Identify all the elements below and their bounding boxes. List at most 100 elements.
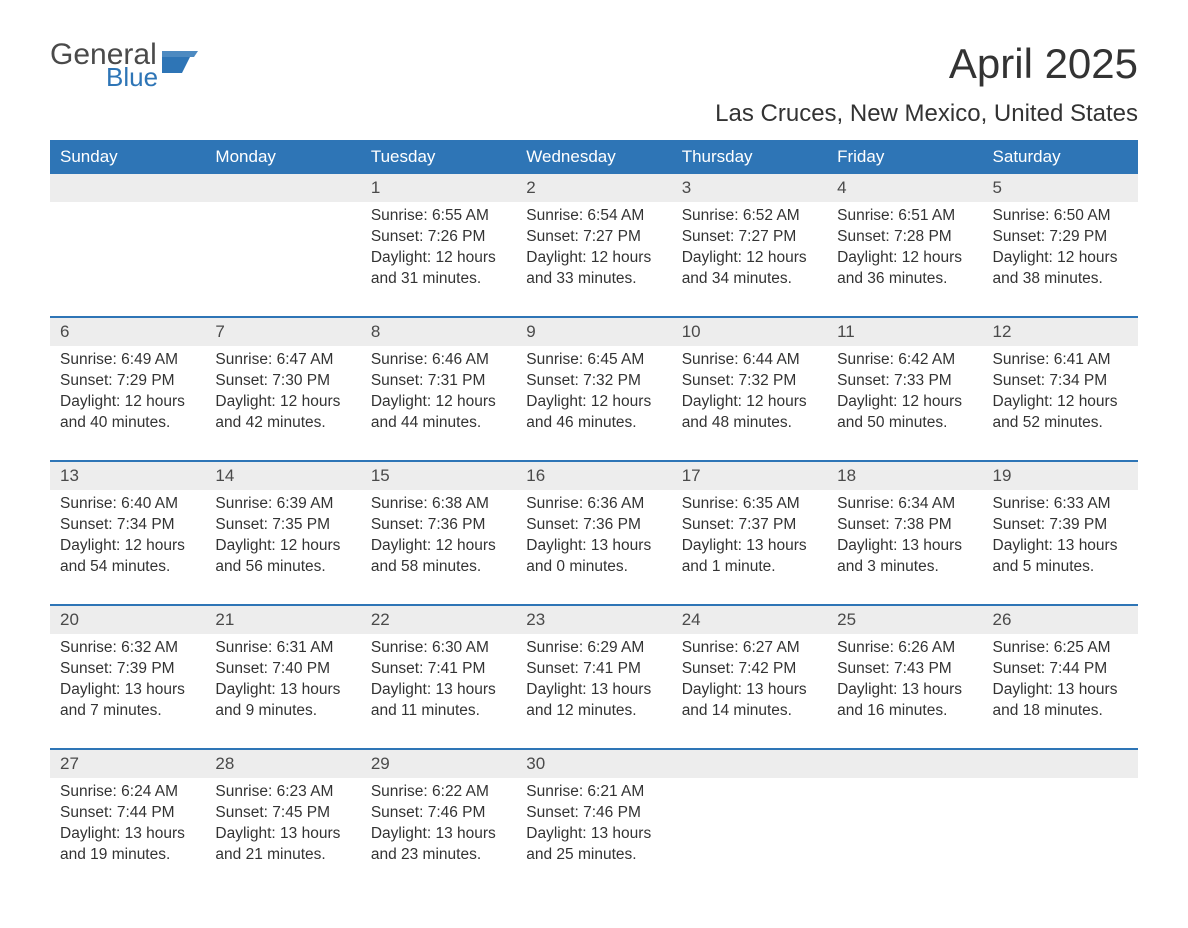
- day-cell: Sunrise: 6:46 AMSunset: 7:31 PMDaylight:…: [361, 346, 516, 446]
- weekday-header: Saturday: [983, 140, 1138, 174]
- day-cell: Sunrise: 6:24 AMSunset: 7:44 PMDaylight:…: [50, 778, 205, 878]
- weekday-header: Thursday: [672, 140, 827, 174]
- day-cell: Sunrise: 6:50 AMSunset: 7:29 PMDaylight:…: [983, 202, 1138, 302]
- day-sunset: Sunset: 7:37 PM: [682, 515, 817, 536]
- weekday-header: Sunday: [50, 140, 205, 174]
- day-cell: Sunrise: 6:51 AMSunset: 7:28 PMDaylight:…: [827, 202, 982, 302]
- day-number: 15: [361, 462, 516, 490]
- day-number: [672, 750, 827, 778]
- day-daylight2: and 7 minutes.: [60, 701, 195, 722]
- day-number: 20: [50, 606, 205, 634]
- day-daylight1: Daylight: 13 hours: [837, 536, 972, 557]
- day-cell: Sunrise: 6:39 AMSunset: 7:35 PMDaylight:…: [205, 490, 360, 590]
- day-daylight2: and 42 minutes.: [215, 413, 350, 434]
- daybody-row: Sunrise: 6:49 AMSunset: 7:29 PMDaylight:…: [50, 346, 1138, 446]
- calendar-page: General Blue April 2025 Las Cruces, New …: [0, 0, 1188, 928]
- day-daylight2: and 36 minutes.: [837, 269, 972, 290]
- day-cell: Sunrise: 6:36 AMSunset: 7:36 PMDaylight:…: [516, 490, 671, 590]
- day-sunrise: Sunrise: 6:23 AM: [215, 782, 350, 803]
- day-daylight1: Daylight: 12 hours: [215, 536, 350, 557]
- day-sunrise: Sunrise: 6:30 AM: [371, 638, 506, 659]
- day-number: 5: [983, 174, 1138, 202]
- daybody-row: Sunrise: 6:32 AMSunset: 7:39 PMDaylight:…: [50, 634, 1138, 734]
- day-number: 9: [516, 318, 671, 346]
- day-sunset: Sunset: 7:33 PM: [837, 371, 972, 392]
- day-sunset: Sunset: 7:29 PM: [993, 227, 1128, 248]
- day-sunset: Sunset: 7:36 PM: [526, 515, 661, 536]
- day-sunrise: Sunrise: 6:39 AM: [215, 494, 350, 515]
- day-sunset: Sunset: 7:41 PM: [371, 659, 506, 680]
- day-daylight1: Daylight: 13 hours: [682, 680, 817, 701]
- day-sunset: Sunset: 7:34 PM: [60, 515, 195, 536]
- day-daylight2: and 23 minutes.: [371, 845, 506, 866]
- day-sunrise: Sunrise: 6:35 AM: [682, 494, 817, 515]
- day-daylight1: Daylight: 12 hours: [526, 392, 661, 413]
- day-daylight2: and 44 minutes.: [371, 413, 506, 434]
- day-daylight1: Daylight: 12 hours: [60, 536, 195, 557]
- day-sunset: Sunset: 7:39 PM: [993, 515, 1128, 536]
- day-cell: Sunrise: 6:22 AMSunset: 7:46 PMDaylight:…: [361, 778, 516, 878]
- day-daylight2: and 50 minutes.: [837, 413, 972, 434]
- day-daylight1: Daylight: 13 hours: [526, 536, 661, 557]
- daynum-row: 6789101112: [50, 318, 1138, 346]
- day-number: 19: [983, 462, 1138, 490]
- day-sunrise: Sunrise: 6:52 AM: [682, 206, 817, 227]
- day-sunrise: Sunrise: 6:55 AM: [371, 206, 506, 227]
- day-daylight1: Daylight: 12 hours: [215, 392, 350, 413]
- day-daylight2: and 52 minutes.: [993, 413, 1128, 434]
- daynum-row: 27282930: [50, 750, 1138, 778]
- day-sunset: Sunset: 7:31 PM: [371, 371, 506, 392]
- day-cell: Sunrise: 6:25 AMSunset: 7:44 PMDaylight:…: [983, 634, 1138, 734]
- location-subtitle: Las Cruces, New Mexico, United States: [715, 100, 1138, 128]
- day-sunrise: Sunrise: 6:24 AM: [60, 782, 195, 803]
- day-daylight1: Daylight: 12 hours: [993, 392, 1128, 413]
- day-sunset: Sunset: 7:26 PM: [371, 227, 506, 248]
- day-sunrise: Sunrise: 6:34 AM: [837, 494, 972, 515]
- day-daylight1: Daylight: 13 hours: [682, 536, 817, 557]
- day-daylight1: Daylight: 13 hours: [837, 680, 972, 701]
- day-daylight2: and 38 minutes.: [993, 269, 1128, 290]
- day-daylight1: Daylight: 12 hours: [371, 392, 506, 413]
- day-cell: Sunrise: 6:33 AMSunset: 7:39 PMDaylight:…: [983, 490, 1138, 590]
- day-daylight2: and 9 minutes.: [215, 701, 350, 722]
- day-sunrise: Sunrise: 6:38 AM: [371, 494, 506, 515]
- day-number: 4: [827, 174, 982, 202]
- day-number: 16: [516, 462, 671, 490]
- day-daylight2: and 18 minutes.: [993, 701, 1128, 722]
- day-sunrise: Sunrise: 6:33 AM: [993, 494, 1128, 515]
- weekday-header-row: SundayMondayTuesdayWednesdayThursdayFrid…: [50, 140, 1138, 174]
- brand-text: General Blue: [50, 40, 158, 90]
- day-daylight2: and 48 minutes.: [682, 413, 817, 434]
- day-cell: Sunrise: 6:21 AMSunset: 7:46 PMDaylight:…: [516, 778, 671, 878]
- day-cell: Sunrise: 6:32 AMSunset: 7:39 PMDaylight:…: [50, 634, 205, 734]
- day-sunset: Sunset: 7:41 PM: [526, 659, 661, 680]
- day-cell: Sunrise: 6:29 AMSunset: 7:41 PMDaylight:…: [516, 634, 671, 734]
- day-number: 1: [361, 174, 516, 202]
- day-cell: Sunrise: 6:34 AMSunset: 7:38 PMDaylight:…: [827, 490, 982, 590]
- day-number: 3: [672, 174, 827, 202]
- day-number: [50, 174, 205, 202]
- day-number: 12: [983, 318, 1138, 346]
- day-cell: Sunrise: 6:40 AMSunset: 7:34 PMDaylight:…: [50, 490, 205, 590]
- day-daylight1: Daylight: 12 hours: [526, 248, 661, 269]
- day-daylight1: Daylight: 13 hours: [371, 824, 506, 845]
- flag-icon: [162, 51, 204, 79]
- day-number: 7: [205, 318, 360, 346]
- day-daylight2: and 3 minutes.: [837, 557, 972, 578]
- day-number: 2: [516, 174, 671, 202]
- day-sunset: Sunset: 7:44 PM: [60, 803, 195, 824]
- calendar-grid: SundayMondayTuesdayWednesdayThursdayFrid…: [50, 140, 1138, 878]
- day-daylight2: and 46 minutes.: [526, 413, 661, 434]
- day-cell: [983, 778, 1138, 878]
- day-daylight1: Daylight: 13 hours: [526, 824, 661, 845]
- day-cell: Sunrise: 6:35 AMSunset: 7:37 PMDaylight:…: [672, 490, 827, 590]
- day-daylight2: and 25 minutes.: [526, 845, 661, 866]
- day-number: 25: [827, 606, 982, 634]
- day-sunrise: Sunrise: 6:46 AM: [371, 350, 506, 371]
- day-daylight2: and 54 minutes.: [60, 557, 195, 578]
- day-cell: [205, 202, 360, 302]
- day-daylight2: and 40 minutes.: [60, 413, 195, 434]
- day-daylight1: Daylight: 12 hours: [993, 248, 1128, 269]
- day-daylight2: and 12 minutes.: [526, 701, 661, 722]
- day-daylight1: Daylight: 13 hours: [215, 824, 350, 845]
